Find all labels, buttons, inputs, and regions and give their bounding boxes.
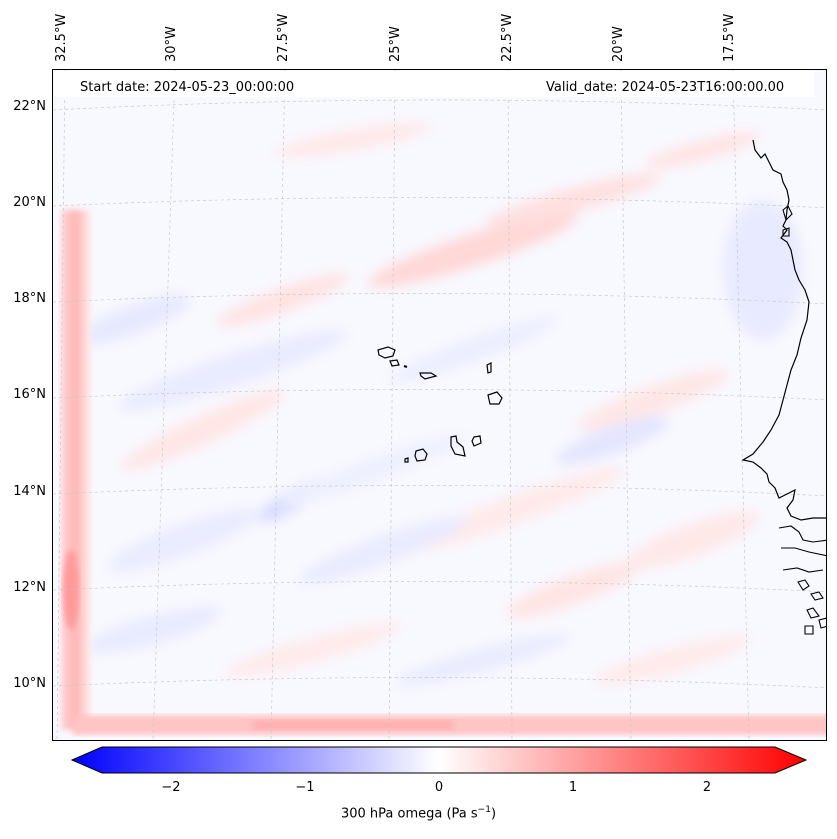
lat-label-10n: 10°N bbox=[13, 676, 46, 691]
colorbar-label: 300 hPa omega (Pa s−1) bbox=[340, 805, 497, 822]
lat-label-18n: 18°N bbox=[13, 291, 46, 306]
coastal-islands bbox=[778, 205, 826, 635]
colorbar-tick-minus2: −2 bbox=[161, 780, 181, 795]
lon-label-27.5w: 27.5°W bbox=[276, 13, 291, 62]
valid-date-label: Valid_date: 2024-05-23T16:00:00.00 bbox=[546, 80, 785, 95]
lat-label-12n: 12°N bbox=[13, 580, 46, 595]
map-panel: Start date: 2024-05-23_00:00:00 Valid_da… bbox=[52, 69, 827, 741]
omega-field-map bbox=[53, 70, 826, 740]
lon-label-17.5w: 17.5°W bbox=[722, 13, 737, 62]
colorbar-tick-1: 1 bbox=[568, 780, 578, 795]
african-coastline bbox=[741, 139, 826, 521]
colorbar-tick-2: 2 bbox=[702, 780, 712, 795]
western-boundary-band bbox=[61, 210, 91, 730]
lon-label-25w: 25°W bbox=[388, 26, 403, 62]
colorbar-tick-0: 0 bbox=[434, 780, 444, 795]
date-info-bar: Start date: 2024-05-23_00:00:00 Valid_da… bbox=[54, 71, 814, 97]
lon-label-32.5w: 32.5°W bbox=[54, 13, 69, 62]
lon-label-30w: 30°W bbox=[164, 26, 179, 62]
lat-label-14n: 14°N bbox=[13, 484, 46, 499]
graticule bbox=[53, 70, 826, 740]
lat-label-20n: 20°N bbox=[13, 195, 46, 210]
cape-verde-islands bbox=[377, 346, 503, 463]
lon-label-20w: 20°W bbox=[611, 26, 626, 62]
lat-label-16n: 16°N bbox=[13, 387, 46, 402]
colorbar bbox=[70, 746, 808, 774]
omega-field bbox=[76, 122, 803, 687]
start-date-label: Start date: 2024-05-23_00:00:00 bbox=[80, 80, 295, 95]
lon-label-22.5w: 22.5°W bbox=[500, 13, 515, 62]
colorbar-gradient bbox=[70, 746, 808, 774]
lat-label-22n: 22°N bbox=[13, 99, 46, 114]
colorbar-tick-minus1: −1 bbox=[295, 780, 315, 795]
